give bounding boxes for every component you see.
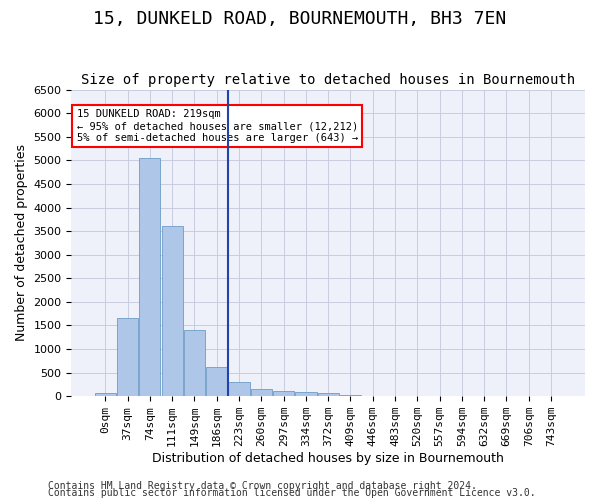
X-axis label: Distribution of detached houses by size in Bournemouth: Distribution of detached houses by size … bbox=[152, 452, 504, 465]
Bar bbox=[317, 394, 339, 396]
Bar bbox=[139, 158, 160, 396]
Bar bbox=[95, 392, 116, 396]
Y-axis label: Number of detached properties: Number of detached properties bbox=[15, 144, 28, 342]
Bar bbox=[273, 390, 294, 396]
Bar bbox=[229, 382, 250, 396]
Bar bbox=[117, 318, 138, 396]
Bar bbox=[184, 330, 205, 396]
Bar bbox=[161, 226, 183, 396]
Text: Contains HM Land Registry data © Crown copyright and database right 2024.: Contains HM Land Registry data © Crown c… bbox=[48, 481, 477, 491]
Text: Contains public sector information licensed under the Open Government Licence v3: Contains public sector information licen… bbox=[48, 488, 536, 498]
Bar bbox=[340, 395, 361, 396]
Bar bbox=[295, 392, 317, 396]
Bar bbox=[206, 367, 227, 396]
Text: 15, DUNKELD ROAD, BOURNEMOUTH, BH3 7EN: 15, DUNKELD ROAD, BOURNEMOUTH, BH3 7EN bbox=[94, 10, 506, 28]
Bar bbox=[251, 389, 272, 396]
Text: 15 DUNKELD ROAD: 219sqm
← 95% of detached houses are smaller (12,212)
5% of semi: 15 DUNKELD ROAD: 219sqm ← 95% of detache… bbox=[77, 110, 358, 142]
Title: Size of property relative to detached houses in Bournemouth: Size of property relative to detached ho… bbox=[81, 73, 575, 87]
